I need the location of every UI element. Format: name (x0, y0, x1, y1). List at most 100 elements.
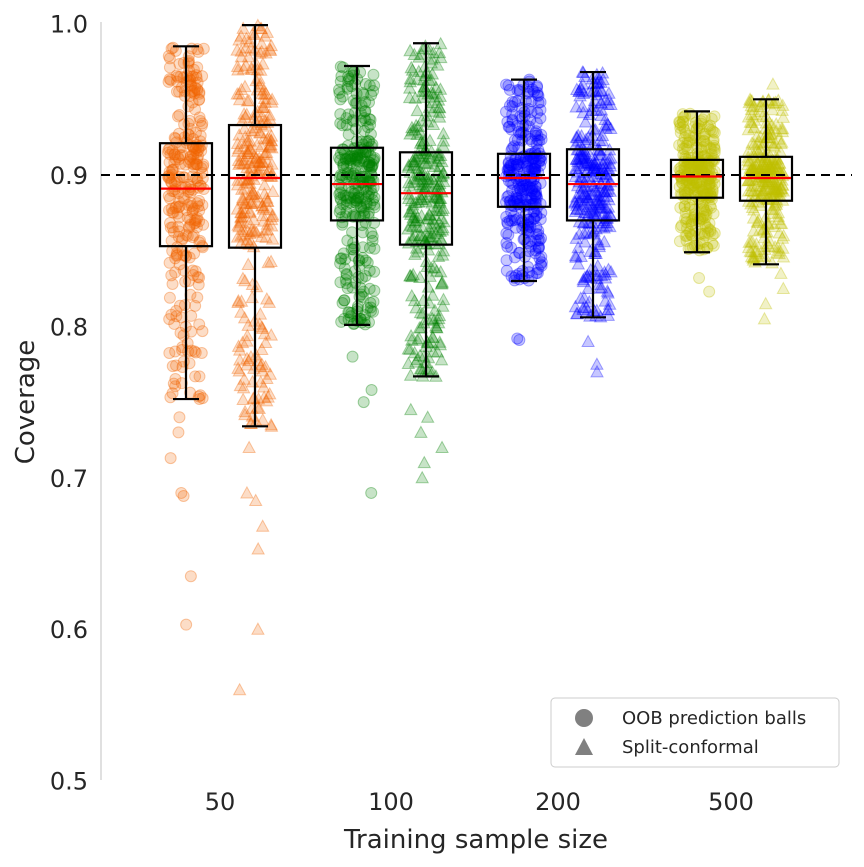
data-point (695, 117, 708, 130)
data-point (502, 157, 515, 170)
data-point (758, 170, 773, 183)
data-point (367, 153, 380, 166)
data-point (190, 138, 203, 151)
data-point (231, 218, 246, 231)
data-point (596, 72, 610, 86)
data-point (233, 352, 247, 366)
data-point (263, 137, 278, 150)
data-point (707, 133, 720, 146)
data-point (692, 193, 705, 206)
data-point (767, 198, 782, 212)
data-point (346, 350, 359, 363)
data-point (592, 281, 607, 294)
data-point (430, 148, 445, 161)
data-point (424, 144, 439, 157)
data-point (340, 112, 353, 125)
data-point (368, 151, 381, 164)
data-point (752, 223, 767, 236)
data-point (500, 105, 513, 118)
data-point (188, 158, 201, 171)
data-point (422, 149, 437, 163)
data-point (351, 151, 364, 164)
data-point (359, 269, 372, 282)
data-point (197, 42, 210, 55)
data-point (530, 202, 543, 215)
data-point (513, 334, 526, 347)
data-point (239, 195, 254, 209)
data-point (234, 205, 249, 219)
data-point (232, 363, 247, 377)
data-point (531, 89, 544, 102)
data-point (242, 237, 257, 250)
data-point (600, 184, 614, 197)
data-point (501, 115, 514, 128)
data-point (587, 156, 602, 170)
data-point (184, 153, 197, 166)
data-point (358, 105, 371, 118)
data-point (769, 181, 784, 194)
data-point (512, 158, 525, 171)
data-point (237, 152, 252, 166)
data-point (745, 161, 759, 175)
data-point (763, 127, 778, 140)
data-point (193, 93, 206, 106)
data-point (583, 203, 597, 216)
data-point (262, 295, 277, 308)
data-point (163, 204, 176, 217)
data-point (236, 173, 250, 186)
data-point (368, 201, 381, 214)
data-point (175, 377, 188, 390)
data-point (421, 211, 436, 225)
data-point (741, 157, 755, 171)
data-point (432, 203, 447, 216)
data-point (587, 158, 602, 172)
data-point (419, 179, 434, 193)
data-point (533, 152, 546, 165)
data-point (755, 184, 770, 197)
data-point (699, 182, 712, 195)
data-point (741, 109, 756, 123)
data-point (231, 361, 245, 374)
data-point (529, 244, 542, 257)
data-point (767, 95, 781, 109)
data-point (188, 144, 201, 157)
data-point (769, 116, 784, 130)
data-point (431, 315, 446, 329)
data-point (584, 158, 599, 171)
data-point (604, 264, 618, 278)
data-point (676, 137, 689, 150)
data-point (570, 154, 585, 168)
data-point (569, 99, 584, 113)
data-point (532, 242, 545, 255)
data-point (501, 216, 514, 229)
data-point (180, 618, 193, 631)
data-point (511, 192, 524, 205)
data-point (340, 277, 353, 290)
data-point (254, 342, 269, 355)
data-point (706, 228, 719, 241)
data-point (526, 83, 539, 96)
data-point (414, 190, 428, 204)
data-point (588, 154, 603, 167)
data-point (688, 179, 701, 192)
data-point (164, 452, 177, 465)
data-point (179, 181, 192, 194)
data-point (433, 224, 448, 237)
data-point (163, 61, 176, 74)
data-point (581, 215, 596, 228)
data-point (252, 151, 267, 164)
data-point (749, 129, 764, 143)
data-point (757, 239, 772, 252)
data-point (163, 52, 176, 65)
data-point (346, 150, 359, 163)
data-point (175, 181, 188, 194)
data-point (597, 185, 611, 198)
data-point (673, 180, 686, 193)
data-point (679, 187, 692, 200)
data-point (337, 61, 350, 74)
data-point (403, 218, 418, 231)
data-point (403, 268, 418, 282)
data-point (574, 151, 589, 164)
data-point (574, 128, 589, 142)
data-point (410, 352, 425, 365)
